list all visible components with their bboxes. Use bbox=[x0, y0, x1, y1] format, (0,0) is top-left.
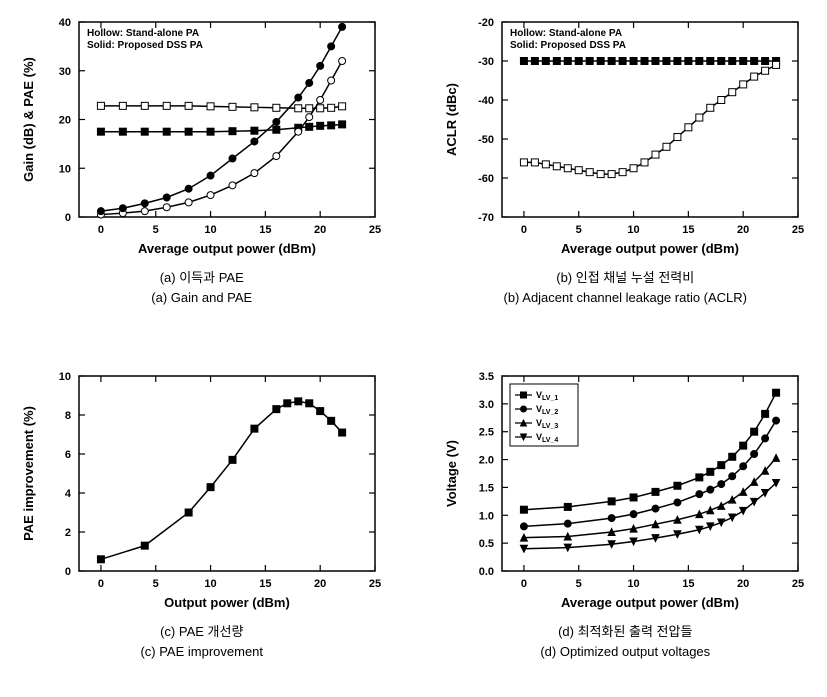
chart-c: 0 5 10 15 20 25 0 2 4 6 8 10 Output power (dBm) PAE i… bbox=[17, 364, 387, 619]
svg-text:25: 25 bbox=[369, 224, 381, 236]
svg-text:10: 10 bbox=[628, 224, 640, 236]
svg-text:10: 10 bbox=[628, 578, 640, 590]
panel-c: 0 5 10 15 20 25 0 2 4 6 8 10 Output power (dBm) PAE i… bbox=[10, 364, 394, 688]
svg-text:10: 10 bbox=[59, 371, 71, 383]
svg-text:20: 20 bbox=[314, 578, 326, 590]
panel-b: 0 5 10 15 20 25 -70 -60 -50 -40 -30 -20 Average outp… bbox=[434, 10, 818, 334]
caption-a2: (a) Gain and PAE bbox=[151, 290, 252, 305]
svg-text:-70: -70 bbox=[478, 212, 494, 224]
caption-c1: (c) PAE 개선량 bbox=[160, 621, 243, 640]
svg-text:20: 20 bbox=[737, 578, 749, 590]
svg-text:15: 15 bbox=[682, 224, 694, 236]
svg-text:PAE improvement (%): PAE improvement (%) bbox=[21, 406, 36, 541]
svg-text:5: 5 bbox=[152, 224, 158, 236]
caption-a1: (a) 이득과 PAE bbox=[160, 267, 244, 286]
svg-text:8: 8 bbox=[65, 410, 71, 422]
svg-text:-40: -40 bbox=[478, 95, 494, 107]
svg-text:20: 20 bbox=[59, 115, 71, 127]
svg-text:0.0: 0.0 bbox=[479, 566, 494, 578]
svg-text:6: 6 bbox=[65, 449, 71, 461]
svg-text:5: 5 bbox=[576, 224, 582, 236]
svg-text:0: 0 bbox=[521, 578, 527, 590]
svg-text:25: 25 bbox=[369, 578, 381, 590]
svg-text:-20: -20 bbox=[478, 17, 494, 29]
svg-text:15: 15 bbox=[259, 578, 271, 590]
caption-d1: (d) 최적화된 출력 전압들 bbox=[558, 621, 692, 640]
svg-text:25: 25 bbox=[792, 578, 804, 590]
svg-text:2.0: 2.0 bbox=[479, 454, 494, 466]
caption-c2: (c) PAE improvement bbox=[140, 644, 263, 659]
svg-text:Average output power (dBm): Average output power (dBm) bbox=[138, 241, 316, 256]
chart-a: 0 5 10 15 20 25 0 10 20 30 40 Average output power … bbox=[17, 10, 387, 265]
svg-text:0: 0 bbox=[98, 224, 104, 236]
svg-text:15: 15 bbox=[259, 224, 271, 236]
panel-d: 0 5 10 15 20 25 0.0 0.5 1.0 1.5 2.0 2.5 3.0 3.5 Averag… bbox=[434, 364, 818, 688]
svg-text:0.5: 0.5 bbox=[479, 538, 494, 550]
caption-b2: (b) Adjacent channel leakage ratio (ACLR… bbox=[503, 290, 747, 305]
svg-text:15: 15 bbox=[682, 578, 694, 590]
svg-text:Average output power (dBm): Average output power (dBm) bbox=[561, 241, 739, 256]
caption-d2: (d) Optimized output voltages bbox=[540, 644, 710, 659]
svg-text:Hollow: Stand-alone PA: Hollow: Stand-alone PA bbox=[87, 28, 199, 39]
svg-text:10: 10 bbox=[204, 578, 216, 590]
svg-text:Hollow: Stand-alone PA: Hollow: Stand-alone PA bbox=[510, 28, 622, 39]
svg-text:-50: -50 bbox=[478, 134, 494, 146]
svg-text:Gain (dB) & PAE (%): Gain (dB) & PAE (%) bbox=[21, 57, 36, 182]
svg-text:30: 30 bbox=[59, 66, 71, 78]
svg-text:10: 10 bbox=[204, 224, 216, 236]
svg-text:0: 0 bbox=[98, 578, 104, 590]
svg-text:Solid: Proposed DSS PA: Solid: Proposed DSS PA bbox=[510, 40, 626, 51]
svg-text:10: 10 bbox=[59, 163, 71, 175]
svg-text:20: 20 bbox=[314, 224, 326, 236]
caption-b1: (b) 인접 채널 누설 전력비 bbox=[556, 267, 694, 286]
svg-text:ACLR (dBc): ACLR (dBc) bbox=[444, 83, 459, 156]
svg-text:1.5: 1.5 bbox=[479, 482, 494, 494]
svg-text:-60: -60 bbox=[478, 173, 494, 185]
svg-text:3.0: 3.0 bbox=[479, 398, 494, 410]
svg-text:Output power (dBm): Output power (dBm) bbox=[164, 595, 290, 610]
svg-text:20: 20 bbox=[737, 224, 749, 236]
svg-text:0: 0 bbox=[65, 566, 71, 578]
svg-text:1.0: 1.0 bbox=[479, 510, 494, 522]
svg-text:0: 0 bbox=[521, 224, 527, 236]
chart-b: 0 5 10 15 20 25 -70 -60 -50 -40 -30 -20 Average outp… bbox=[440, 10, 810, 265]
svg-text:Voltage (V): Voltage (V) bbox=[444, 440, 459, 507]
svg-text:3.5: 3.5 bbox=[479, 371, 494, 383]
chart-d: 0 5 10 15 20 25 0.0 0.5 1.0 1.5 2.0 2.5 3.0 3.5 Averag… bbox=[440, 364, 810, 619]
svg-text:Average output power (dBm): Average output power (dBm) bbox=[561, 595, 739, 610]
svg-text:2.5: 2.5 bbox=[479, 426, 494, 438]
svg-text:-30: -30 bbox=[478, 56, 494, 68]
svg-text:5: 5 bbox=[152, 578, 158, 590]
svg-text:25: 25 bbox=[792, 224, 804, 236]
svg-text:40: 40 bbox=[59, 17, 71, 29]
svg-text:4: 4 bbox=[65, 488, 72, 500]
svg-text:0: 0 bbox=[65, 212, 71, 224]
svg-text:5: 5 bbox=[576, 578, 582, 590]
svg-text:2: 2 bbox=[65, 527, 71, 539]
panel-a: 0 5 10 15 20 25 0 10 20 30 40 Average output power … bbox=[10, 10, 394, 334]
svg-text:Solid: Proposed DSS PA: Solid: Proposed DSS PA bbox=[87, 40, 203, 51]
chart-grid: 0510152025010203040Average output power … bbox=[10, 10, 817, 687]
